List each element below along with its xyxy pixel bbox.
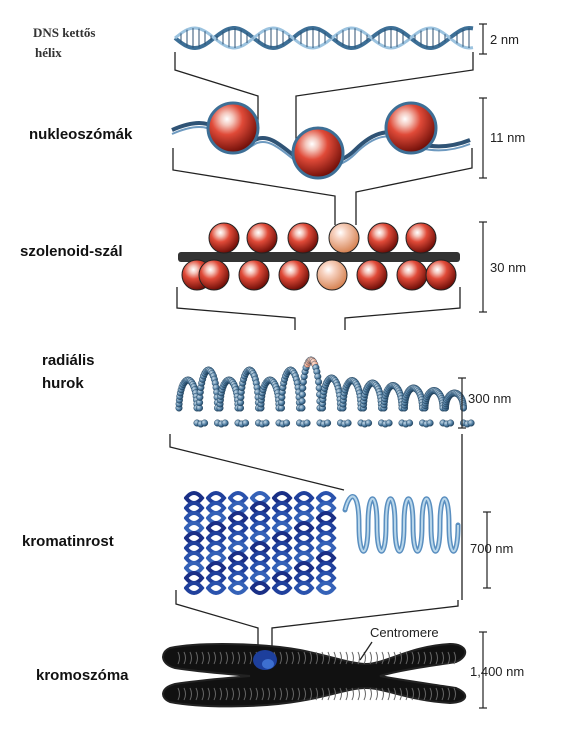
solenoid-nucleosome (356, 259, 388, 291)
solenoid-nucleosome (396, 259, 428, 291)
scale-bars (458, 23, 491, 709)
centromere-pointer (359, 641, 373, 661)
solenoid-nucleosome (278, 259, 310, 291)
solenoid-nucleosome (367, 222, 399, 254)
connector-lines-4 (169, 434, 463, 600)
solenoid-nucleosome (405, 222, 437, 254)
dna-double-helix (173, 25, 474, 51)
solenoid-nucleosome (246, 222, 278, 254)
scale-label-loop: 300 nm (468, 391, 512, 406)
label-dna-helix-line2: hélix (35, 45, 62, 60)
solenoid-fiber (178, 222, 460, 291)
nucleosome-fiber (171, 101, 471, 180)
solenoid-nucleosome (425, 259, 457, 291)
label-chromosome: kromoszóma (36, 667, 129, 684)
scale-label-chromosome: 1,400 nm (470, 664, 525, 679)
label-chromatin-fiber: kromatinrost (22, 533, 114, 550)
label-dna-helix-line1: DNS kettős (33, 25, 96, 40)
connector-lines-2 (172, 148, 473, 225)
centromere-label: Centromere (370, 625, 439, 640)
connector-lines-1 (174, 52, 474, 140)
chromosome (162, 641, 466, 708)
solenoid-nucleosome (328, 222, 360, 254)
scale-label-chromatin: 700 nm (470, 541, 514, 556)
solenoid-nucleosome (316, 259, 348, 291)
label-nucleosomes: nukleoszómák (29, 126, 133, 143)
solenoid-nucleosome (238, 259, 270, 291)
scale-label-solenoid: 30 nm (490, 260, 527, 275)
nucleosome-ball (384, 101, 438, 155)
chromatin-fiber (184, 491, 461, 595)
solenoid-nucleosome (208, 222, 240, 254)
label-radial-loop-line1: radiális (42, 352, 95, 369)
solenoid-nucleosome (287, 222, 319, 254)
label-solenoid: szolenoid-szál (20, 243, 123, 260)
radial-loop-fiber (175, 356, 475, 428)
nucleosome-ball (206, 101, 260, 155)
connector-lines-5 (175, 590, 459, 648)
label-radial-loop-line2: hurok (42, 375, 84, 392)
solenoid-nucleosome (198, 259, 230, 291)
connector-lines-3 (176, 287, 461, 330)
scale-label-nucleosome: 11 nm (490, 130, 526, 145)
nucleosome-ball (291, 126, 345, 180)
scale-label-dna: 2 nm (490, 32, 519, 47)
